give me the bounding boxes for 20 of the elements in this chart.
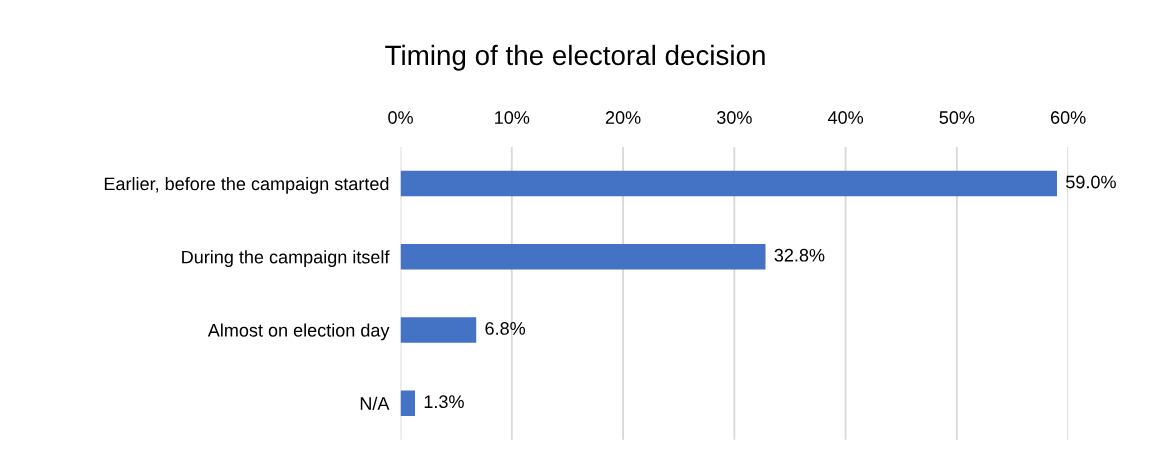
data-label: 6.8% bbox=[485, 322, 526, 335]
x-tick-label: 60% bbox=[1050, 111, 1086, 124]
bar bbox=[400, 390, 416, 417]
data-label: 1.3% bbox=[424, 395, 464, 409]
bar bbox=[400, 317, 477, 343]
y-tick-label: Almost on election day bbox=[207, 323, 390, 341]
x-tick-label: 40% bbox=[827, 111, 864, 124]
x-tick-label: 20% bbox=[605, 111, 641, 124]
x-tick-label: 10% bbox=[495, 111, 530, 124]
x-tick-label: 50% bbox=[939, 111, 975, 124]
x-tick-label: 0% bbox=[388, 111, 413, 124]
bar bbox=[400, 170, 1057, 197]
chart-title: Timing of the electoral decision bbox=[385, 44, 765, 71]
y-tick-label: N/A bbox=[360, 396, 390, 410]
data-label: 32.8% bbox=[774, 248, 825, 262]
y-tick-label: During the campaign itself bbox=[182, 250, 390, 268]
bar bbox=[400, 243, 766, 270]
x-tick-label: 30% bbox=[716, 111, 752, 124]
y-tick-label: Earlier, before the campaign started bbox=[104, 176, 389, 194]
data-label: 59.0% bbox=[1066, 175, 1116, 189]
